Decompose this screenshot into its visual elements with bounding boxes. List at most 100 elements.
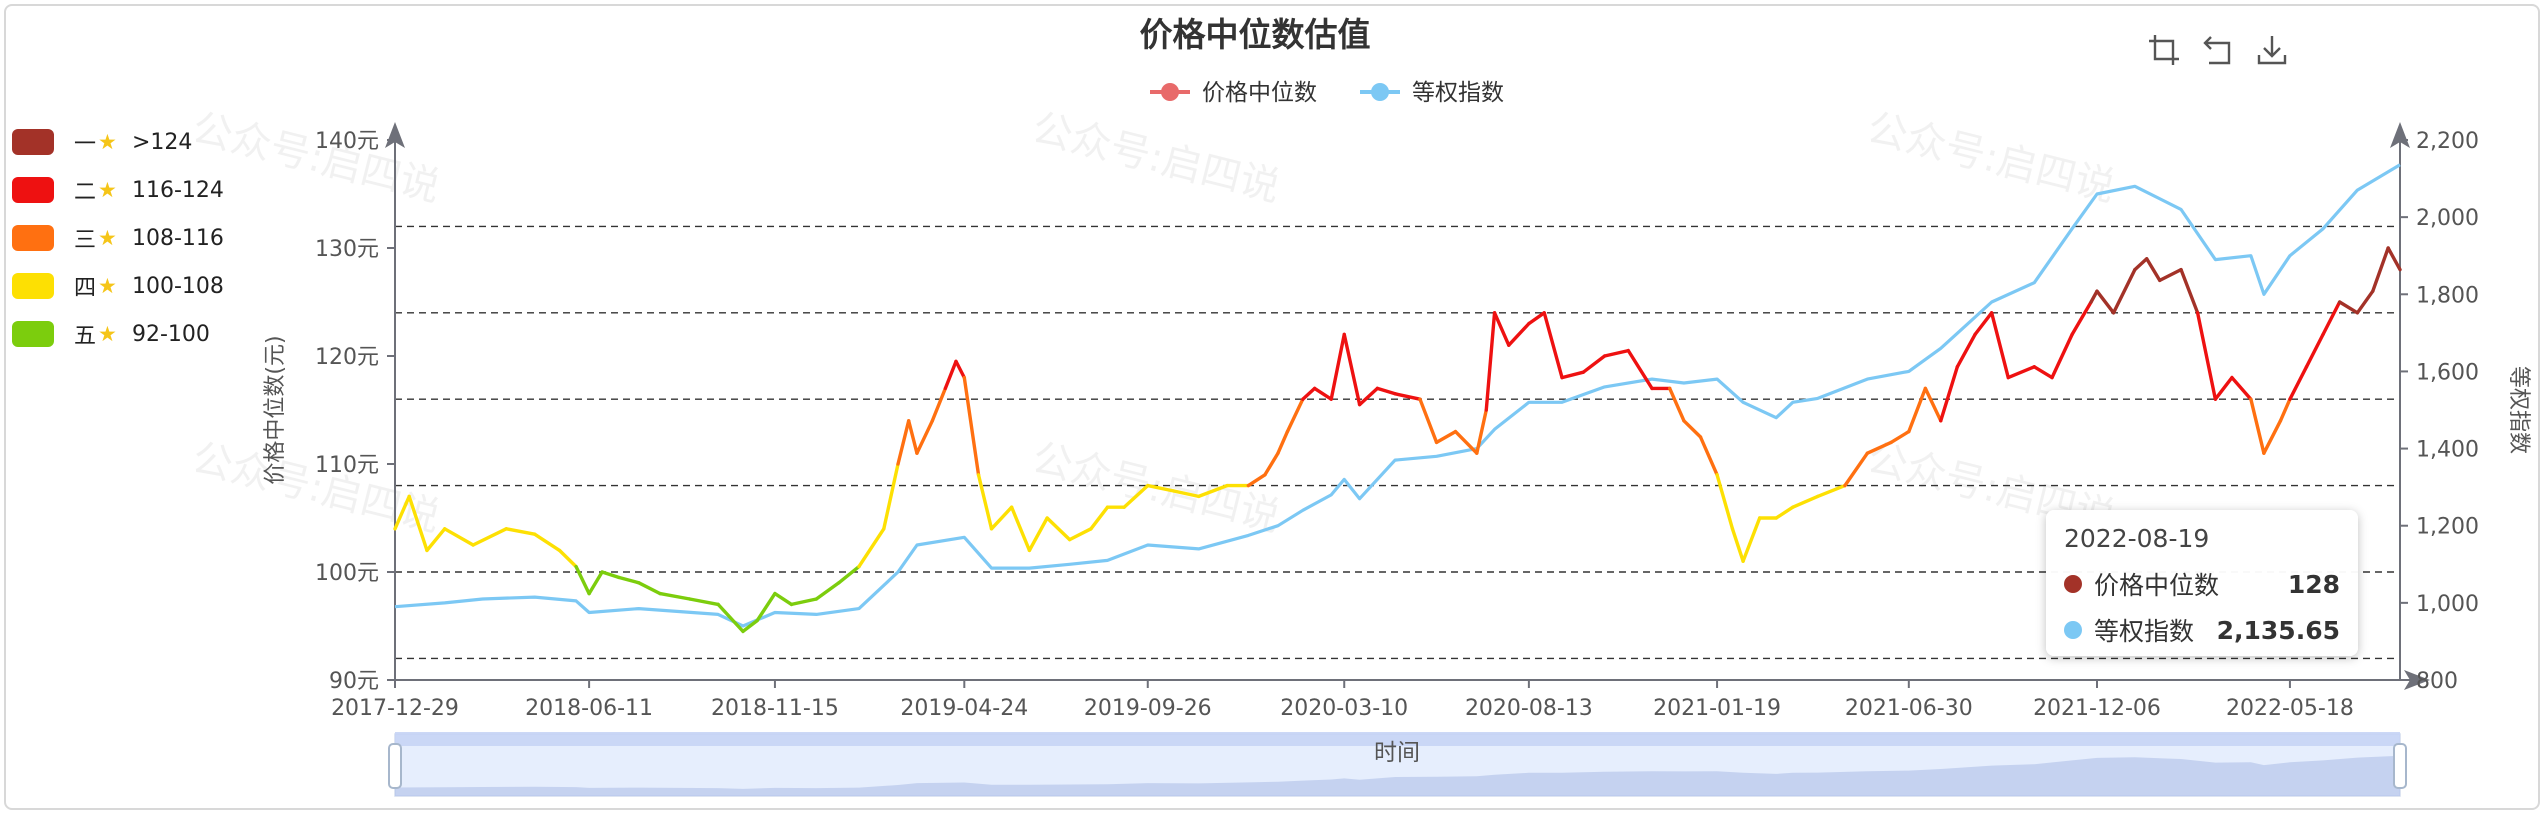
- x-tick-label: 2021-12-06: [2033, 696, 2161, 721]
- series-segment-price: [1715, 473, 1735, 531]
- datazoom-mover: [395, 732, 2400, 746]
- visual-map-item[interactable]: 五 ★ 92-100: [12, 318, 224, 350]
- series-segment-price: [915, 419, 935, 455]
- series-segment-price: [1375, 386, 1397, 396]
- series-segment-price: [930, 386, 948, 423]
- series-segment-price: [1418, 397, 1439, 445]
- tooltip-series-name: 价格中位数: [2094, 571, 2220, 600]
- series-segment-price: [2230, 375, 2253, 401]
- download-icon[interactable]: [2252, 30, 2292, 70]
- series-segment-price: [1122, 483, 1150, 509]
- y2-tick-label: 1,600: [2416, 360, 2479, 385]
- series-segment-price: [882, 462, 900, 531]
- series-segment-price: [1263, 451, 1280, 477]
- visual-map-level: 一: [74, 132, 97, 157]
- series-segment-price: [1939, 365, 1960, 423]
- series-segment-price: [1246, 473, 1267, 488]
- watermark-text: 公众号:启四说: [188, 435, 445, 541]
- series-segment-price: [1560, 370, 1586, 380]
- series-segment-price: [2195, 311, 2218, 401]
- series-segment-price: [2371, 246, 2390, 293]
- series-segment-price: [1196, 483, 1229, 499]
- series-segment-price: [837, 564, 861, 585]
- series-segment-price: [2355, 289, 2375, 315]
- series-segment-price: [1955, 332, 1977, 369]
- series-segment-price: [1434, 429, 1458, 445]
- x-tick-label: 2018-06-11: [525, 696, 653, 721]
- x-tick-label: 2017-12-29: [331, 696, 459, 721]
- series-segment-price: [989, 505, 1014, 531]
- visual-map-range: >124: [132, 129, 193, 155]
- series-segment-price: [616, 575, 641, 585]
- series-segment-price: [1484, 311, 1497, 412]
- series-line-index: [394, 163, 2401, 628]
- star-icon: ★: [98, 322, 117, 346]
- visual-map-swatch: [12, 273, 54, 299]
- series-segment-price: [1492, 311, 1511, 347]
- x-tick-label: 2018-11-15: [711, 696, 839, 721]
- y2-tick-label: 1,800: [2416, 283, 2479, 308]
- visual-map: 一 ★ >124 二 ★ 116-124 三 ★ 108-116 四 ★ 100…: [12, 126, 224, 366]
- legend-label: 价格中位数: [1202, 80, 1317, 106]
- zoom-select-icon[interactable]: [2144, 30, 2184, 70]
- series-segment-price: [1453, 429, 1479, 455]
- series-segment-price: [857, 527, 886, 569]
- visual-map-item[interactable]: 三 ★ 108-116: [12, 222, 224, 254]
- series-segment-price: [2070, 300, 2093, 337]
- star-icon: ★: [98, 226, 117, 250]
- visual-map-level: 二: [74, 180, 97, 205]
- series-segment-price: [1865, 440, 1893, 455]
- series-segment-price: [773, 591, 794, 607]
- series-segment-price: [1626, 348, 1654, 391]
- series-segment-price: [2133, 257, 2149, 272]
- visual-map-item[interactable]: 一 ★ >124: [12, 126, 224, 158]
- y-axis-title: 价格中位数(元): [263, 335, 288, 484]
- series-segment-price: [658, 591, 692, 601]
- visual-map-item[interactable]: 二 ★ 116-124: [12, 174, 224, 206]
- tooltip-date: 2022-08-19: [2064, 524, 2210, 553]
- series-segment-price: [2089, 289, 2099, 304]
- datazoom-area: [395, 755, 2400, 796]
- y-tick-label: 110元: [315, 453, 379, 478]
- visual-map-level: 四: [74, 276, 97, 301]
- series-segment-price: [1682, 419, 1703, 439]
- y2-tick-label: 1,400: [2416, 438, 2479, 463]
- series-segment-price: [2032, 365, 2054, 380]
- y2-tick-label: 1,000: [2416, 592, 2479, 617]
- series-segment-price: [2145, 257, 2162, 283]
- visual-map-level: 五: [74, 324, 97, 349]
- series-segment-price: [2050, 332, 2074, 380]
- visual-map-range: 100-108: [132, 273, 224, 299]
- visual-map-range: 108-116: [132, 225, 224, 251]
- y-tick-label: 130元: [315, 237, 379, 262]
- tooltip-value: 2,135.65: [2216, 615, 2340, 645]
- y2-tick-label: 800: [2416, 669, 2458, 694]
- x-tick-label: 2021-06-30: [1845, 696, 1973, 721]
- x-tick-label: 2022-05-18: [2226, 696, 2354, 721]
- watermark-text: 公众号:启四说: [1028, 105, 1285, 211]
- series-segment-price: [532, 532, 562, 553]
- series-segment-price: [906, 419, 919, 455]
- series-segment-price: [962, 375, 981, 477]
- tooltip-marker: [2064, 575, 2082, 593]
- series-segment-price: [954, 359, 967, 380]
- tooltip-value: 128: [2287, 569, 2340, 599]
- series-segment-price: [2386, 246, 2402, 272]
- y-axis-arrow: [385, 122, 405, 148]
- series-segment-price: [1791, 494, 1820, 509]
- series-segment-price: [557, 548, 578, 569]
- series-segment-price: [1045, 516, 1072, 542]
- visual-map-item[interactable]: 四 ★ 100-108: [12, 270, 224, 302]
- series-segment-price: [1989, 311, 2010, 380]
- visual-map-level: 三: [74, 228, 97, 253]
- series-segment-price: [1089, 505, 1110, 531]
- zoom-reset-icon[interactable]: [2198, 30, 2238, 70]
- series-segment-price: [2095, 289, 2116, 315]
- series-segment-price: [1276, 429, 1290, 455]
- legend-label: 等权指数: [1412, 80, 1504, 106]
- watermark-text: 公众号:启四说: [1863, 105, 2120, 211]
- series-segment-price: [1698, 435, 1719, 477]
- y2-axis-arrow: [2390, 122, 2410, 148]
- series-segment-price: [1027, 516, 1049, 553]
